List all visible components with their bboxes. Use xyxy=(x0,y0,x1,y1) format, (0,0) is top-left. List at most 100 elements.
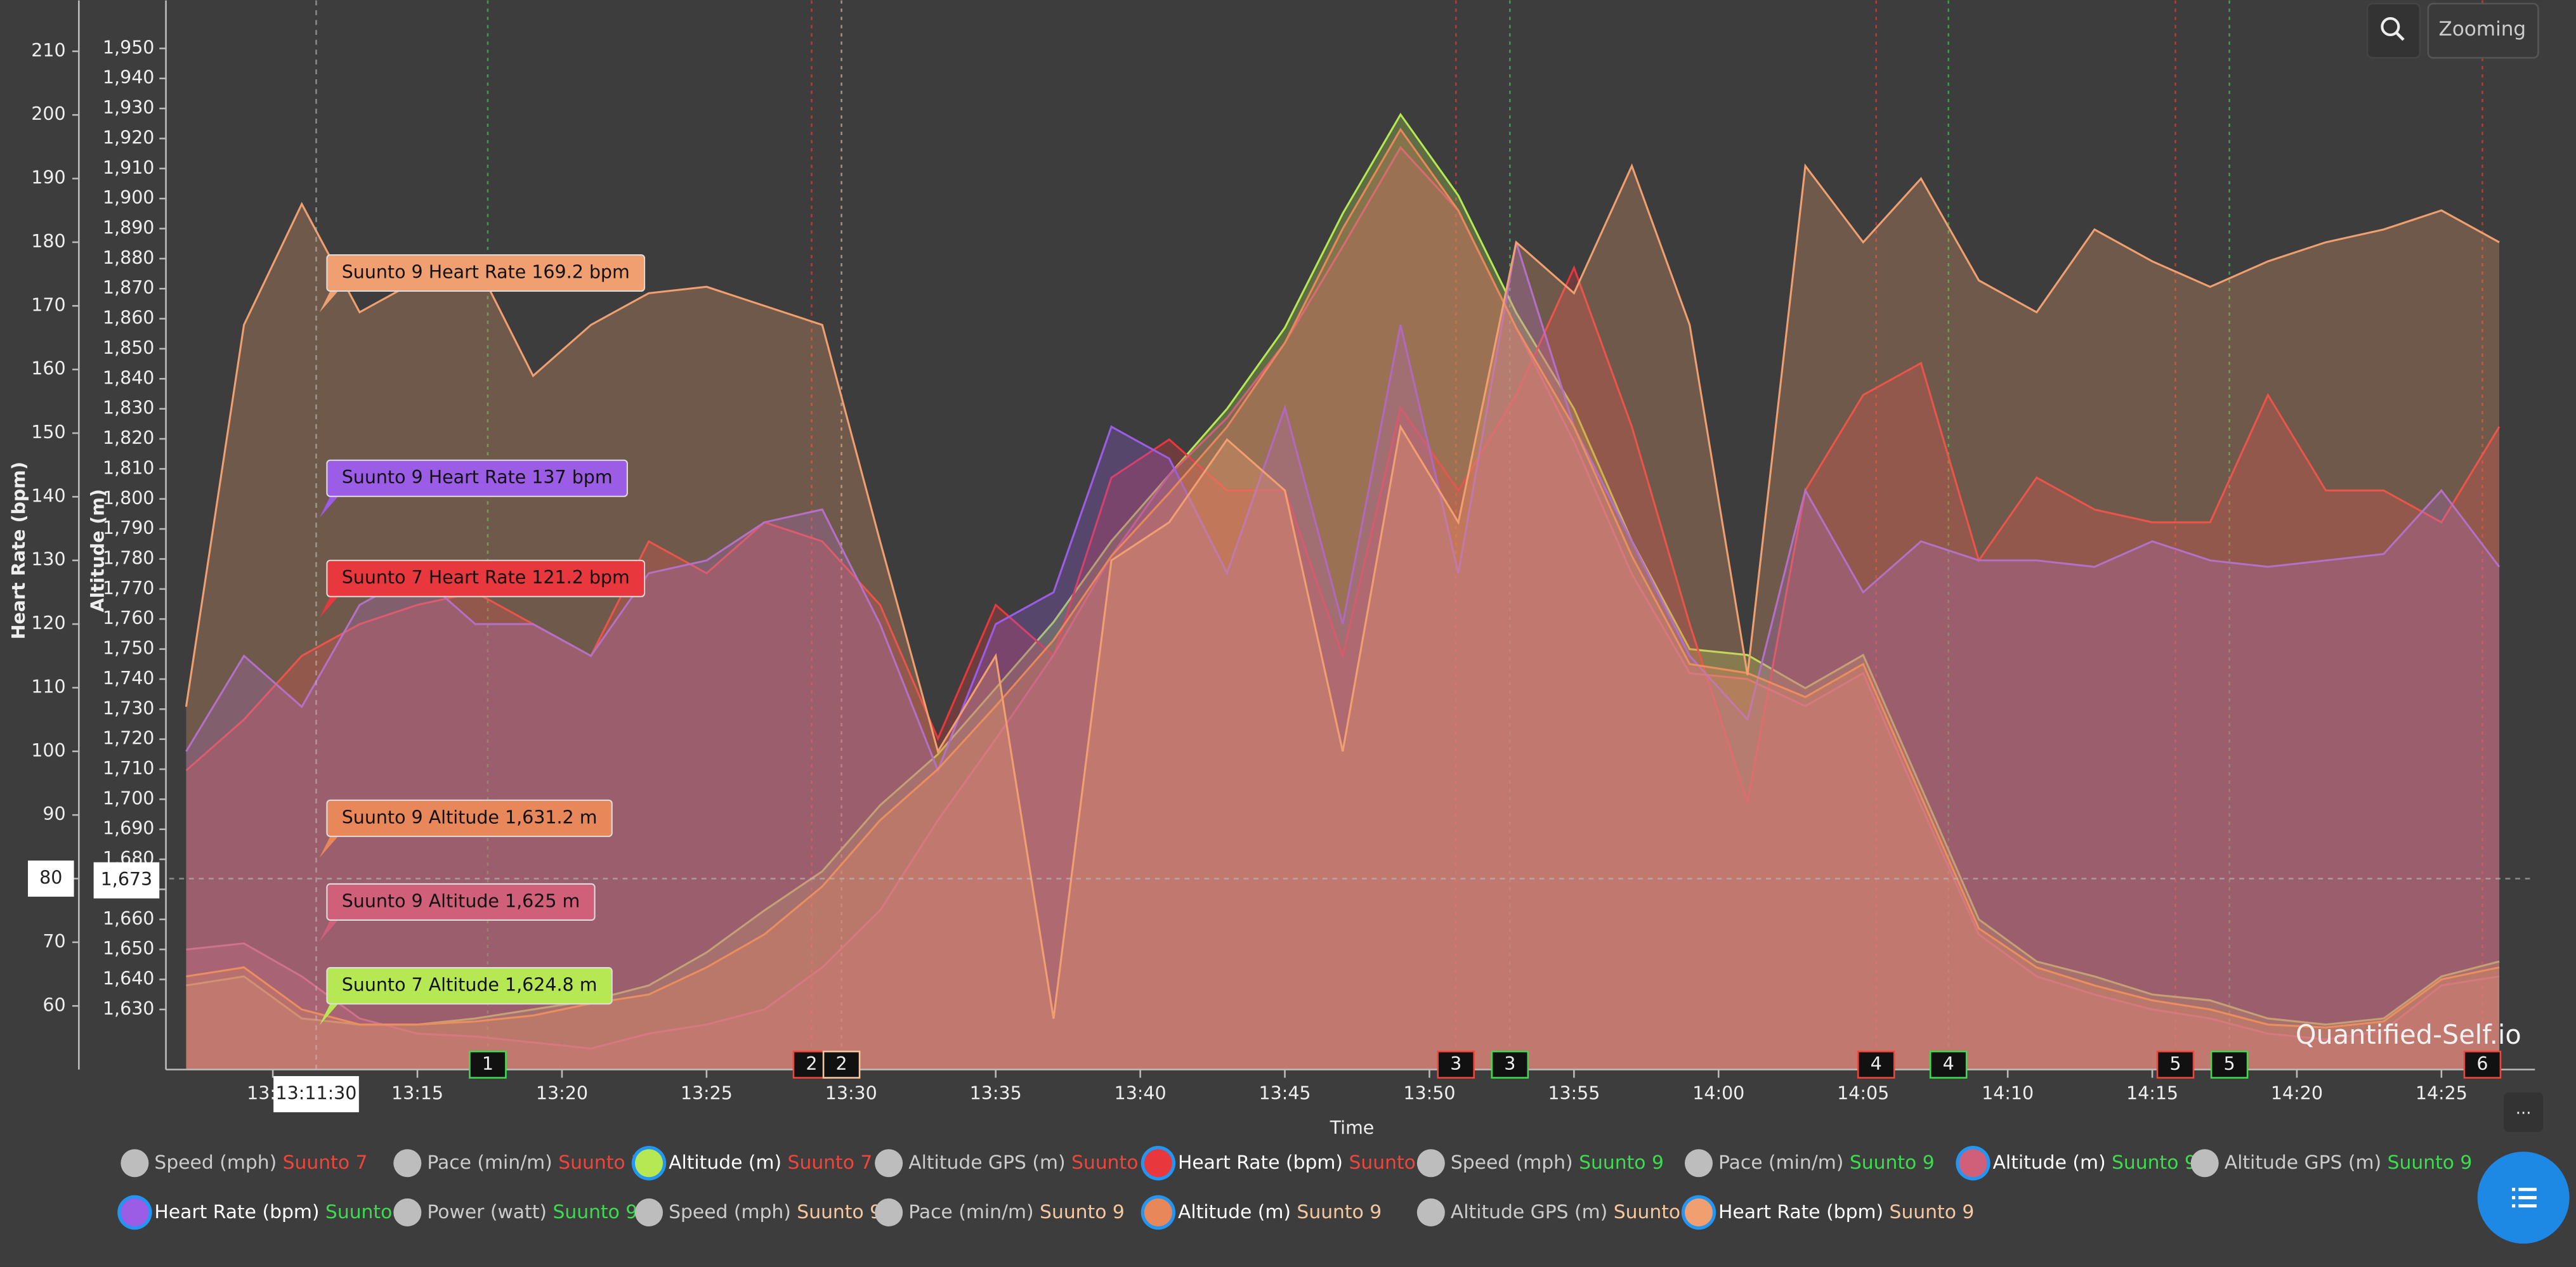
legend-icon xyxy=(1144,1198,1172,1226)
legend-device: Suunto 9 xyxy=(1040,1200,1125,1223)
legend-label: Altitude GPS (m) xyxy=(1451,1200,1607,1223)
y2-tick-label: 1,860 xyxy=(103,308,155,328)
tooltip-box xyxy=(326,254,646,292)
lap-label: 6 xyxy=(2476,1053,2488,1074)
y-tick-label: 60 xyxy=(42,994,65,1015)
crosshair-y-label: 80 xyxy=(39,867,62,888)
legend-icon xyxy=(393,1198,422,1226)
y2-tick-label: 1,740 xyxy=(103,668,155,689)
legend-device: Suunto 9 xyxy=(1890,1200,1975,1223)
legend-icon xyxy=(121,1149,149,1178)
y-tick-label: 150 xyxy=(31,422,65,443)
legend-icon xyxy=(875,1149,903,1178)
tooltip-box xyxy=(326,799,613,837)
tooltip-box xyxy=(326,459,628,497)
y2-tick-label: 1,850 xyxy=(103,337,155,358)
tooltip-box xyxy=(326,967,613,1005)
more-button[interactable] xyxy=(2504,1092,2544,1133)
zoom-button[interactable] xyxy=(2427,3,2539,59)
legend-item: Power (watt) Suunto 9 xyxy=(427,1200,637,1223)
y2-tick-label: 1,690 xyxy=(103,818,155,839)
lap-marker xyxy=(1491,1050,1529,1079)
y2-tick-label: 1,890 xyxy=(103,218,155,238)
legend-label: Altitude (m) xyxy=(669,1152,781,1174)
y-tick-label: 120 xyxy=(31,613,65,634)
legend-icon xyxy=(121,1198,149,1226)
x-tick-label: 14:20 xyxy=(2271,1082,2323,1103)
lap-marker xyxy=(1437,1050,1475,1079)
lap-label: 3 xyxy=(1450,1053,1461,1074)
crosshair-y2-label: 1,673 xyxy=(101,869,153,890)
series-line xyxy=(185,163,2500,1019)
y2-tick-label: 1,640 xyxy=(103,968,155,989)
y-tick-label: 130 xyxy=(31,549,65,570)
y2-tick-label: 1,650 xyxy=(103,938,155,959)
y2-tick-label: 1,720 xyxy=(103,728,155,749)
tooltip-box xyxy=(326,883,596,921)
y-tick-label: 140 xyxy=(31,485,65,506)
legend-device: Suunto 9 xyxy=(2112,1152,2197,1174)
fab-icon xyxy=(2511,1188,2537,1208)
lap-label: 5 xyxy=(2224,1053,2235,1074)
zoom-icon-button[interactable] xyxy=(2366,3,2421,59)
legend-device: Suunto 9 xyxy=(1297,1200,1382,1223)
legend-icon xyxy=(1959,1149,1987,1178)
lap-label: 5 xyxy=(2169,1053,2181,1074)
y2-tick-label: 1,730 xyxy=(103,698,155,718)
legend-label: Pace (min/m) xyxy=(1718,1152,1843,1174)
x-tick-label: 14:25 xyxy=(2416,1082,2468,1103)
legend-icon xyxy=(1144,1149,1172,1178)
legend-icon xyxy=(635,1198,664,1226)
lap-label: 1 xyxy=(482,1053,494,1074)
y2-tick-label: 1,930 xyxy=(103,97,155,118)
y-tick-label: 170 xyxy=(31,294,65,315)
zoom-icon xyxy=(2381,17,2400,37)
legend-device: Suunto 9 xyxy=(552,1200,637,1223)
tooltip-text: Suunto 7 Altitude 1,624.8 m xyxy=(342,975,598,996)
y2-tick-label: 1,880 xyxy=(103,247,155,268)
legend-item: Pace (min/m) Suunto 9 xyxy=(1718,1152,1935,1174)
y2-axis-title: Altitude (m) xyxy=(87,489,108,612)
series-area xyxy=(186,129,2500,1070)
y2-tick-label: 1,920 xyxy=(103,127,155,148)
crosshair-y-box xyxy=(28,861,74,897)
legend-device: Suunto 9 xyxy=(1850,1152,1935,1174)
y2-tick-label: 1,830 xyxy=(103,398,155,419)
legend-device: Suunto 7 xyxy=(283,1152,368,1174)
legend-label: Altitude (m) xyxy=(1178,1200,1291,1223)
crosshair-y2-box xyxy=(93,862,160,899)
series-area xyxy=(186,268,2500,1070)
watermark: Quantified-Self.io xyxy=(2296,1020,2521,1050)
legend-device: Suunto 9 xyxy=(797,1200,882,1223)
legend-icon xyxy=(2190,1149,2219,1178)
plot-area xyxy=(185,0,2501,1070)
x-tick-label: 14:15 xyxy=(2126,1082,2178,1103)
y2-tick-label: 1,660 xyxy=(103,908,155,929)
series-area xyxy=(186,147,2500,1070)
y-tick-label: 200 xyxy=(31,103,65,124)
y-tick-label: 90 xyxy=(42,803,65,824)
legend-icon xyxy=(635,1149,664,1178)
series-line xyxy=(186,146,2500,1050)
legend-device: Suunto 9 xyxy=(2388,1152,2473,1174)
lap-marker xyxy=(822,1050,861,1079)
y-tick-label: 70 xyxy=(42,931,65,952)
legend-item: Heart Rate (bpm) Suunto 9 xyxy=(1718,1200,1974,1223)
x-tick-label: 14:00 xyxy=(1692,1082,1744,1103)
lap-marker xyxy=(1929,1050,1968,1079)
legend-label: Speed (mph) xyxy=(154,1152,277,1174)
legend-item: Heart Rate (bpm) Suunto 9 xyxy=(154,1200,410,1223)
y-axis-title: Heart Rate (bpm) xyxy=(8,462,29,639)
y2-tick-label: 1,790 xyxy=(103,517,155,538)
crosshair-x-box xyxy=(273,1075,359,1112)
y2-tick-label: 1,800 xyxy=(103,488,155,509)
x-tick-label: 13:30 xyxy=(825,1082,877,1103)
y2-tick-label: 1,820 xyxy=(103,427,155,448)
legend-item: Altitude (m) Suunto 7 xyxy=(669,1152,872,1174)
legend-device: Suunto 7 xyxy=(788,1152,873,1174)
x-tick-label: 13:25 xyxy=(681,1082,733,1103)
x-tick-label: 13:20 xyxy=(536,1082,588,1103)
x-tick-label: 14:05 xyxy=(1837,1082,1889,1103)
